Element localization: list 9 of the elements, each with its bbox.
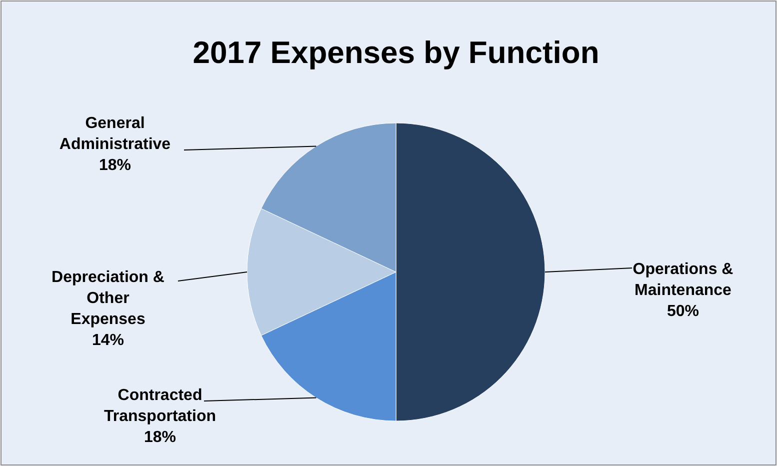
data-label: 50%	[666, 303, 700, 320]
chart-title: 2017 Expenses by Function	[192, 35, 600, 70]
slice-label: Contracted Transportation	[104, 387, 216, 425]
data-label: 14%	[92, 332, 124, 349]
data-label: 18%	[144, 429, 176, 446]
slice-label: General Administrative	[59, 115, 171, 153]
data-label: 18%	[98, 157, 132, 174]
slice-label: Depreciation & Other Expenses	[52, 269, 165, 328]
slice-label: Operations & Maintenance	[632, 261, 734, 299]
